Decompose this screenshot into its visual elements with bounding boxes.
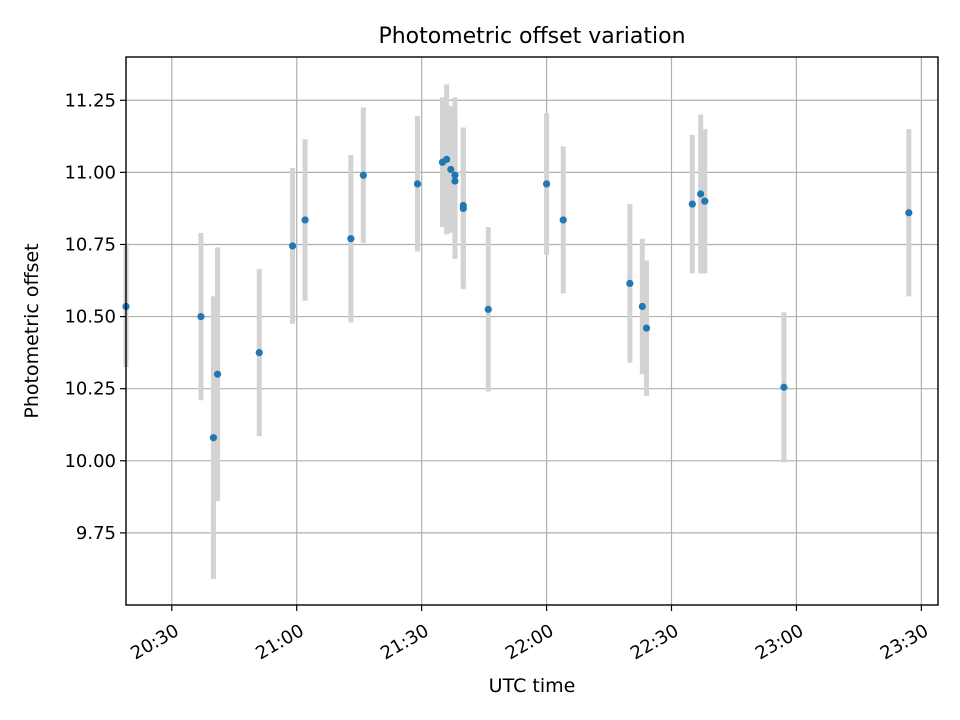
y-axis-label: Photometric offset (21, 243, 43, 418)
x-axis-ticks: 20:30 21:00 21:30 22:00 22:30 23:00 23:30 (127, 605, 932, 664)
y-tick-label: 9.75 (76, 523, 116, 544)
data-point (459, 204, 467, 213)
data-point (559, 216, 567, 224)
x-tick-label: 22:30 (627, 620, 682, 664)
data-point (197, 312, 205, 321)
x-tick-label: 23:00 (752, 620, 807, 664)
data-point (484, 305, 492, 313)
data-point (905, 209, 913, 217)
y-axis-ticks: 9.75 10.00 10.25 10.50 10.75 11.00 11.25 (64, 90, 126, 544)
x-axis-label: UTC time (489, 675, 576, 697)
data-point (301, 216, 309, 224)
data-point (697, 190, 705, 198)
y-tick-label: 10.75 (64, 234, 116, 255)
data-point (443, 155, 451, 163)
y-tick-label: 11.00 (64, 162, 116, 183)
x-tick-label: 20:30 (127, 620, 182, 664)
data-point (542, 180, 551, 188)
data-point (209, 434, 218, 442)
chart-title: Photometric offset variation (378, 24, 685, 49)
y-tick-label: 10.50 (64, 307, 116, 328)
data-point (701, 197, 709, 205)
data-point (359, 171, 367, 179)
x-tick-label: 23:30 (877, 620, 932, 664)
y-tick-label: 11.25 (64, 90, 116, 111)
data-point (347, 235, 355, 243)
data-point (780, 383, 788, 391)
data-point (688, 200, 696, 208)
data-point (255, 349, 263, 357)
data-point (451, 171, 459, 179)
data-point (642, 324, 651, 332)
x-tick-label: 21:00 (252, 620, 307, 664)
data-point (288, 242, 297, 250)
grid-lines (126, 57, 938, 605)
plot-frame (125, 56, 939, 606)
x-tick-label: 22:00 (502, 620, 557, 664)
y-tick-label: 10.00 (64, 451, 116, 472)
error-bars (123, 84, 912, 580)
data-point (214, 370, 222, 378)
data-point (638, 302, 646, 311)
data-points (122, 155, 913, 442)
data-point (413, 180, 422, 188)
data-point (447, 165, 455, 174)
data-point (626, 279, 634, 288)
y-tick-label: 10.25 (64, 379, 116, 400)
data-point (451, 177, 459, 185)
x-tick-label: 21:30 (377, 620, 432, 664)
